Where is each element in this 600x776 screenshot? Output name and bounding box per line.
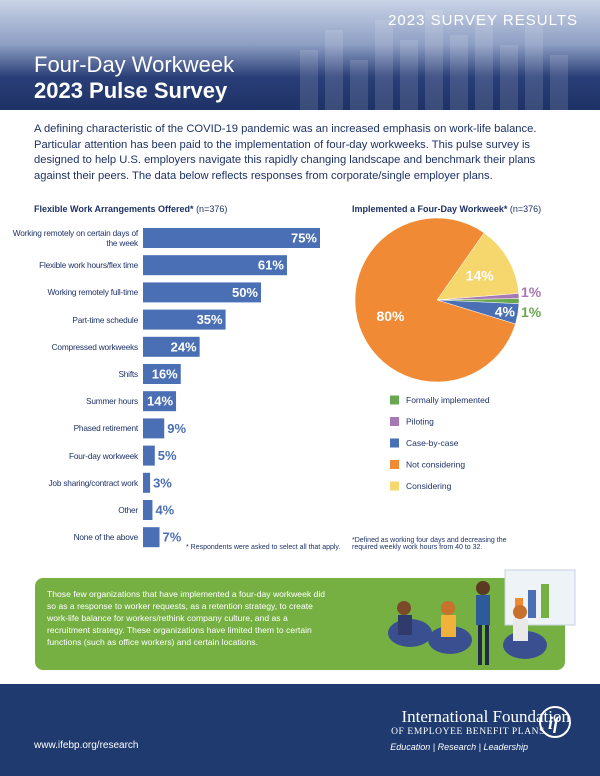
value-label: 75% — [291, 231, 317, 246]
category-label: None of the above — [73, 532, 139, 543]
bar — [143, 282, 261, 303]
bar — [143, 472, 151, 493]
pie-slice — [436, 232, 520, 301]
category-label: Job sharing/contract work — [48, 477, 138, 488]
pie-slice — [354, 217, 516, 383]
legend-label: Considering — [406, 481, 452, 491]
value-label: 35% — [197, 312, 223, 327]
bar — [143, 391, 177, 412]
footer — [0, 684, 600, 776]
category-label: Working remotely on certain days of the … — [12, 228, 138, 248]
legend-label: Piloting — [406, 417, 434, 427]
tagline: Education | Research | Leadership — [390, 742, 528, 752]
bar — [143, 336, 200, 357]
value-label: 14% — [466, 268, 495, 284]
legend-swatch — [390, 460, 399, 469]
bar — [143, 500, 153, 520]
category-label: Summer hours — [85, 396, 138, 407]
bar — [143, 445, 155, 466]
value-label: 4% — [495, 304, 516, 320]
bar — [143, 527, 160, 548]
callout-text: Those few organizations that have implem… — [47, 589, 326, 647]
header-art — [300, 10, 568, 110]
value-label: 50% — [232, 285, 258, 300]
value-label: 4% — [155, 503, 174, 518]
legend-swatch — [390, 395, 399, 405]
subtitle: 2023 Pulse Survey — [34, 78, 228, 103]
value-label: 1% — [521, 304, 542, 320]
value-label: 61% — [258, 258, 284, 273]
org-subtitle: OF EMPLOYEE BENEFIT PLANS — [391, 727, 545, 737]
bar — [143, 228, 320, 248]
value-label: 80% — [376, 308, 405, 324]
category-label: Four-day workweek — [69, 450, 138, 461]
url: www.ifebp.org/research — [34, 740, 139, 751]
category-label: Compressed workweeks — [51, 341, 139, 352]
bar — [143, 255, 287, 276]
category-label: Shifts — [118, 369, 138, 379]
title: Four-Day Workweek — [34, 52, 235, 77]
value-label: 24% — [171, 339, 197, 354]
kicker: 2023 SURVEY RESULTS — [388, 12, 578, 29]
value-label: 9% — [167, 421, 186, 436]
org-name: International Foundation — [401, 707, 570, 726]
pie-chart-title: Implemented a Four-Day Workweek* (n=376) — [352, 204, 541, 214]
bar — [143, 364, 181, 384]
header-band — [0, 0, 600, 110]
legend-swatch — [390, 417, 399, 426]
bar-footnote: * Respondents were asked to select all t… — [186, 544, 341, 551]
value-label: 5% — [158, 448, 177, 463]
legend-label: Case-by-case — [406, 438, 459, 448]
value-label: 7% — [163, 530, 182, 545]
sample-size: (n=376) — [509, 204, 542, 214]
value-label: 3% — [153, 475, 172, 490]
legend-swatch — [390, 481, 399, 491]
legend-label: Formally implemented — [406, 395, 490, 405]
category-label: Working remotely full-time — [47, 287, 138, 298]
title-text: Implemented a Four-Day Workweek* — [352, 204, 508, 214]
bar — [143, 418, 165, 439]
category-label: Part-time schedule — [72, 314, 138, 325]
bar-chart-title: Flexible Work Arrangements Offered* (n=3… — [34, 204, 227, 214]
sample-size: (n=376) — [196, 204, 228, 214]
title-text: Flexible Work Arrangements Offered* — [34, 204, 194, 214]
category-label: Phased retirement — [73, 423, 139, 434]
legend-label: Not considering — [406, 460, 465, 470]
value-label: 1% — [521, 284, 542, 300]
category-label: Other — [118, 505, 138, 515]
intro: A defining characteristic of the COVID-1… — [34, 123, 537, 182]
pie-footnote: *Defined as working four days and decrea… — [352, 537, 507, 551]
bar — [143, 309, 226, 330]
category-label: Flexible work hours/flex time — [39, 260, 138, 271]
value-label: 16% — [152, 367, 178, 382]
legend-swatch — [390, 438, 399, 448]
value-label: 14% — [147, 394, 173, 409]
